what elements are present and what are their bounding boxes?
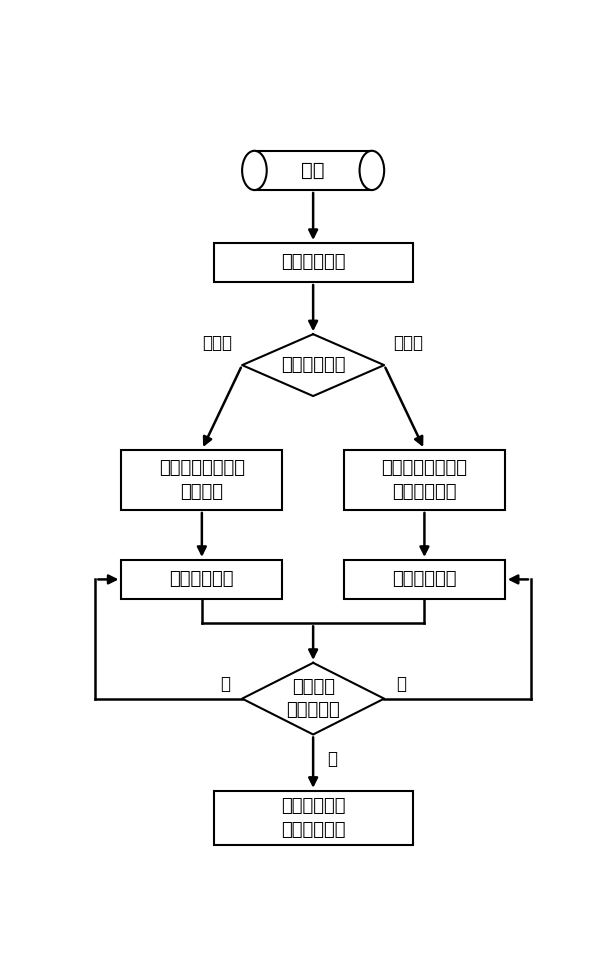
Text: 输入激励更新: 输入激励更新 [170, 570, 234, 588]
Bar [344, 560, 505, 599]
Text: 按照速率陀螺模型
生成输入信号: 按照速率陀螺模型 生成输入信号 [381, 459, 467, 501]
Bar [214, 791, 412, 845]
Text: 动态测试
时刻起始点: 动态测试 时刻起始点 [287, 678, 340, 719]
Text: 否: 否 [221, 674, 230, 693]
Ellipse shape [359, 151, 384, 190]
Text: 输入测试激励
采集输出结果: 输入测试激励 采集输出结果 [281, 797, 345, 839]
Text: 姿态角: 姿态角 [203, 333, 233, 352]
Bar [344, 450, 505, 510]
Text: 按照惯组模型生成
输入脉冲: 按照惯组模型生成 输入脉冲 [159, 459, 245, 501]
Text: 获取配置参数: 获取配置参数 [281, 254, 345, 271]
Text: 是: 是 [327, 750, 337, 767]
FancyBboxPatch shape [254, 151, 372, 190]
Text: 否: 否 [396, 674, 406, 693]
Ellipse shape [242, 151, 267, 190]
Bar [122, 560, 282, 599]
Text: 工作模式判别: 工作模式判别 [281, 356, 345, 374]
Text: 输入激励更新: 输入激励更新 [392, 570, 456, 588]
Bar [214, 243, 412, 282]
Bar [122, 450, 282, 510]
Text: 开始: 开始 [301, 161, 325, 180]
Text: 角速率: 角速率 [393, 333, 423, 352]
